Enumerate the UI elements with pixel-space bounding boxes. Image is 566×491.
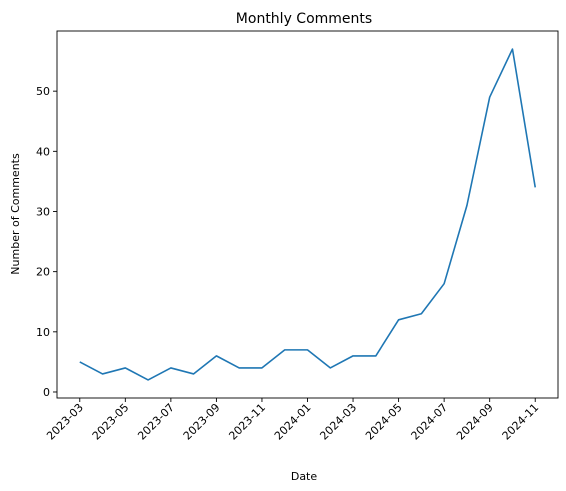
y-tick-label: 20 — [36, 266, 50, 279]
y-tick-label: 30 — [36, 205, 50, 218]
y-tick-label: 50 — [36, 85, 50, 98]
x-tick-label: 2023-07 — [135, 401, 177, 443]
x-tick-label: 2023-11 — [226, 401, 268, 443]
x-tick-label: 2024-03 — [317, 401, 359, 443]
x-tick-label: 2023-03 — [44, 401, 86, 443]
x-tick-label: 2024-07 — [409, 401, 451, 443]
y-tick-label: 40 — [36, 145, 50, 158]
x-axis-ticks: 2023-03 2023-05 2023-07 2023-09 2023-11 2024-… — [44, 398, 541, 443]
x-tick-label: 2024-05 — [363, 401, 405, 443]
y-axis-ticks: 0 10 20 30 40 50 — [36, 85, 57, 399]
x-tick-label: 2024-01 — [272, 401, 314, 443]
x-tick-label: 2024-11 — [500, 401, 542, 443]
comments-series-line — [79, 48, 537, 381]
y-axis-label: Number of Comments — [9, 153, 22, 275]
x-tick-label: 2023-05 — [90, 401, 132, 443]
x-axis-label: Date — [291, 470, 318, 483]
x-tick-label: 2023-09 — [181, 401, 223, 443]
x-tick-label: 2024-09 — [454, 401, 496, 443]
chart-title: Monthly Comments — [236, 11, 372, 27]
plot-area-frame — [56, 30, 559, 399]
y-tick-label: 10 — [36, 326, 50, 339]
y-tick-label: 0 — [43, 386, 50, 399]
